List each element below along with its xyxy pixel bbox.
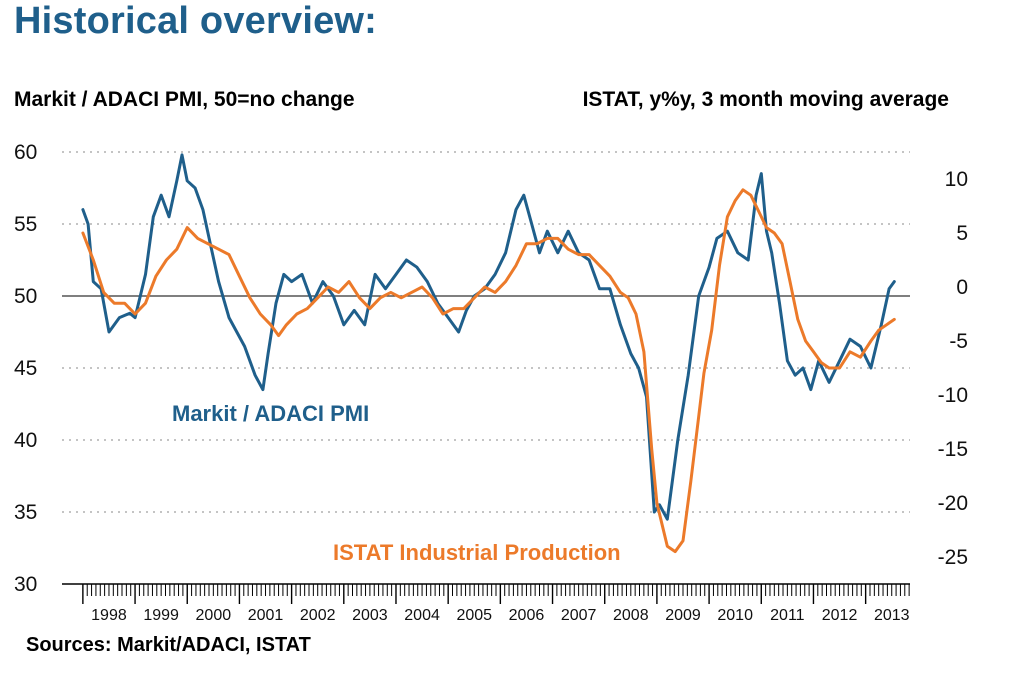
- right-axis-title: ISTAT, y%y, 3 month moving average: [582, 88, 949, 111]
- year-label: 2002: [300, 607, 336, 624]
- left-axis-ticks: 60 55 50 45 40 35 30: [14, 141, 37, 596]
- year-label: 1999: [143, 607, 179, 624]
- right-tick-label: 5: [956, 222, 968, 245]
- year-label: 2013: [874, 607, 910, 624]
- year-label: 2009: [665, 607, 701, 624]
- right-tick-label: -25: [938, 546, 968, 569]
- right-tick-label: 10: [945, 168, 968, 191]
- left-tick-label: 30: [14, 573, 37, 596]
- istat-series-line: [81, 188, 896, 554]
- right-tick-label: -10: [938, 384, 968, 407]
- right-tick-label: -5: [949, 330, 968, 353]
- pmi-series-label: Markit / ADACI PMI: [172, 401, 369, 426]
- pmi-series-line: [81, 153, 896, 521]
- year-label: 2004: [404, 607, 440, 624]
- right-axis-ticks: 10 5 0 -5 -10 -15 -20 -25: [938, 168, 968, 569]
- page-title: Historical overview:: [14, 0, 378, 42]
- left-tick-label: 50: [14, 285, 37, 308]
- year-label: 1998: [91, 607, 127, 624]
- year-label: 2010: [717, 607, 753, 624]
- year-label: 2008: [613, 607, 649, 624]
- year-label: 2003: [352, 607, 388, 624]
- left-tick-label: 60: [14, 141, 37, 164]
- x-axis: 1998 1999 2000 2001 2002 2003 2004 2005 2006 2007…: [62, 583, 910, 624]
- year-label: 2012: [822, 607, 858, 624]
- right-tick-label: -20: [938, 492, 968, 515]
- right-tick-label: -15: [938, 438, 968, 461]
- grid-lines: [62, 151, 910, 513]
- left-tick-label: 55: [14, 213, 37, 236]
- left-axis-title: Markit / ADACI PMI, 50=no change: [14, 88, 355, 111]
- left-tick-label: 35: [14, 501, 37, 524]
- year-label: 2000: [196, 607, 232, 624]
- year-label: 2011: [770, 607, 805, 624]
- year-label: 2005: [456, 607, 492, 624]
- left-tick-label: 40: [14, 429, 37, 452]
- year-label: 2007: [561, 607, 597, 624]
- year-label: 2001: [248, 607, 284, 624]
- right-tick-label: 0: [956, 276, 968, 299]
- istat-series-label: ISTAT Industrial Production: [333, 540, 621, 565]
- year-label: 2006: [509, 607, 545, 624]
- source-note: Sources: Markit/ADACI, ISTAT: [26, 634, 311, 656]
- series-lines: [81, 153, 896, 554]
- left-tick-label: 45: [14, 357, 37, 380]
